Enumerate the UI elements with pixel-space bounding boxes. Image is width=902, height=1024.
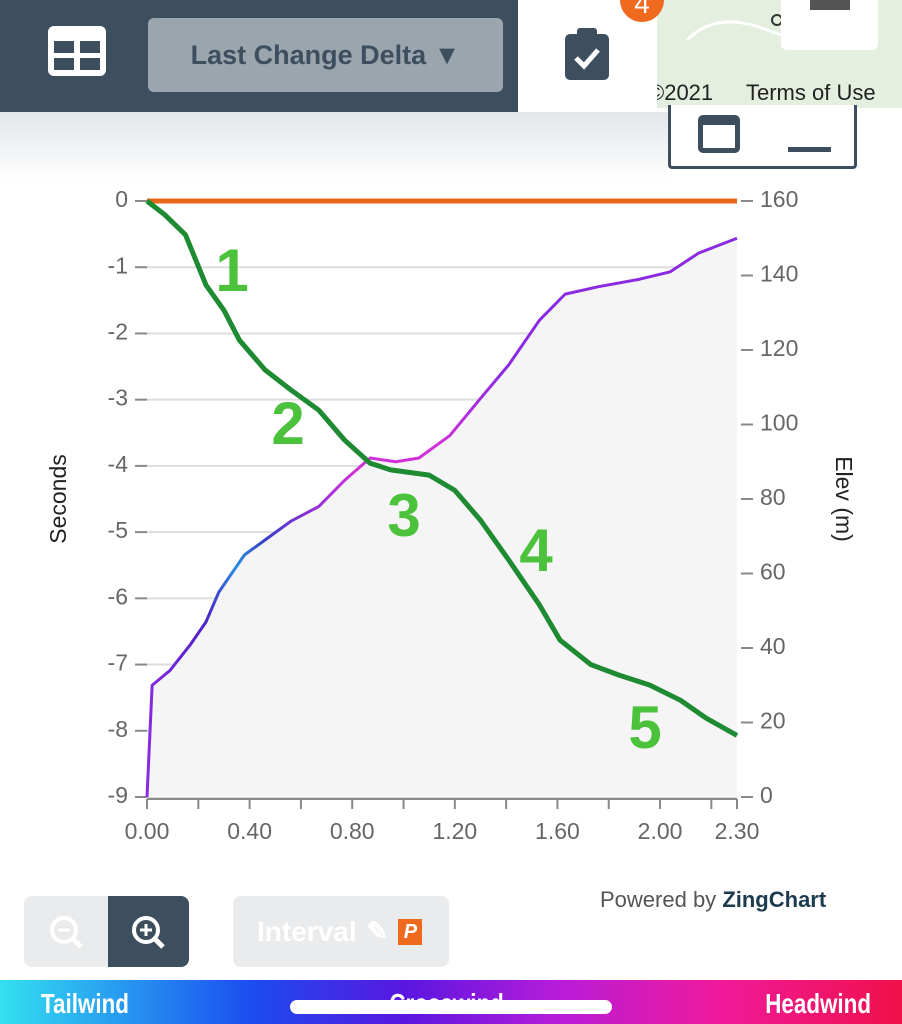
elevation-area	[147, 238, 737, 797]
y2-tick-label: 40	[760, 633, 786, 659]
y-tick-label: -9	[108, 782, 128, 808]
credit-brand[interactable]: ZingChart	[722, 887, 827, 912]
y-tick-label: -6	[108, 583, 128, 609]
panel-icons[interactable]	[671, 105, 860, 166]
zoom-out[interactable]	[24, 896, 108, 967]
y-tick-label: 0	[115, 186, 128, 212]
y2-tick-label: 80	[760, 484, 786, 510]
p-badge: P	[398, 918, 423, 945]
y-axis-label: Seconds	[45, 454, 71, 544]
y-tick-label: -2	[108, 319, 128, 345]
chart: Seconds Elev (m) 0 -1 -2 -3 -4 -5 -6 -7 -8 -9 0 20 4…	[45, 186, 857, 844]
map-copyright: ©2021	[648, 80, 714, 105]
interval-button[interactable]: Interval ✎ P	[233, 896, 449, 967]
y-tick-label: -4	[108, 451, 129, 477]
home-indicator	[290, 1000, 612, 1014]
zoom-out-icon	[50, 916, 83, 949]
x-tick-label: 0.00	[125, 818, 170, 844]
map-terms[interactable]: Terms of Use	[746, 80, 876, 105]
y-tick-label: -5	[108, 517, 128, 543]
shadow	[0, 112, 668, 182]
wind-bar: Tailwind Crosswind Headwind	[0, 980, 902, 1024]
y2-tick-label: 100	[760, 410, 798, 436]
y2-tick-label: 0	[760, 782, 773, 808]
y2-tick-label: 140	[760, 261, 798, 287]
badge: 4	[620, 0, 664, 22]
y2-tick-label: 160	[760, 186, 798, 212]
annotation: 4	[519, 517, 553, 584]
metric-dropdown[interactable]: Last Change Delta ▼	[148, 18, 503, 92]
interval-label: Interval	[257, 915, 357, 947]
tailwind: Tailwind	[40, 988, 129, 1019]
x-tick-label: 1.60	[535, 818, 580, 844]
x-tick-label: 1.20	[432, 818, 477, 844]
credit-text: Powered by	[600, 887, 717, 912]
zoom-in[interactable]	[108, 896, 189, 967]
series-line	[145, 199, 739, 738]
annotation: 3	[387, 482, 420, 549]
table-icon[interactable]	[48, 26, 106, 76]
x-tick-label: 2.30	[715, 818, 760, 844]
annotation: 5	[628, 694, 661, 761]
y-tick-label: -3	[108, 385, 128, 411]
y-tick-label: -8	[108, 716, 128, 742]
y-tick-label: -1	[108, 252, 128, 278]
clipboard-icon	[565, 28, 609, 80]
x-tick-label: 2.00	[638, 818, 683, 844]
annotation: 2	[271, 390, 304, 457]
zoom-in-icon	[132, 916, 165, 949]
series-line	[145, 236, 738, 798]
y2-tick-label: 20	[760, 708, 786, 734]
x-tick-label: 0.40	[227, 818, 272, 844]
headwind: Headwind	[765, 988, 872, 1019]
y2-tick-label: 60	[760, 559, 786, 585]
pencil-icon: ✎	[366, 916, 389, 946]
annotation: 1	[215, 237, 248, 304]
credit: Powered by ZingChart	[600, 887, 826, 913]
map-panel	[668, 105, 857, 169]
y2-tick-label: 120	[760, 335, 798, 361]
x-tick-label: 0.80	[330, 818, 375, 844]
y2-axis-label: Elev (m)	[831, 456, 857, 542]
y-tick-label: -7	[108, 650, 128, 676]
map-button[interactable]	[781, 0, 878, 50]
